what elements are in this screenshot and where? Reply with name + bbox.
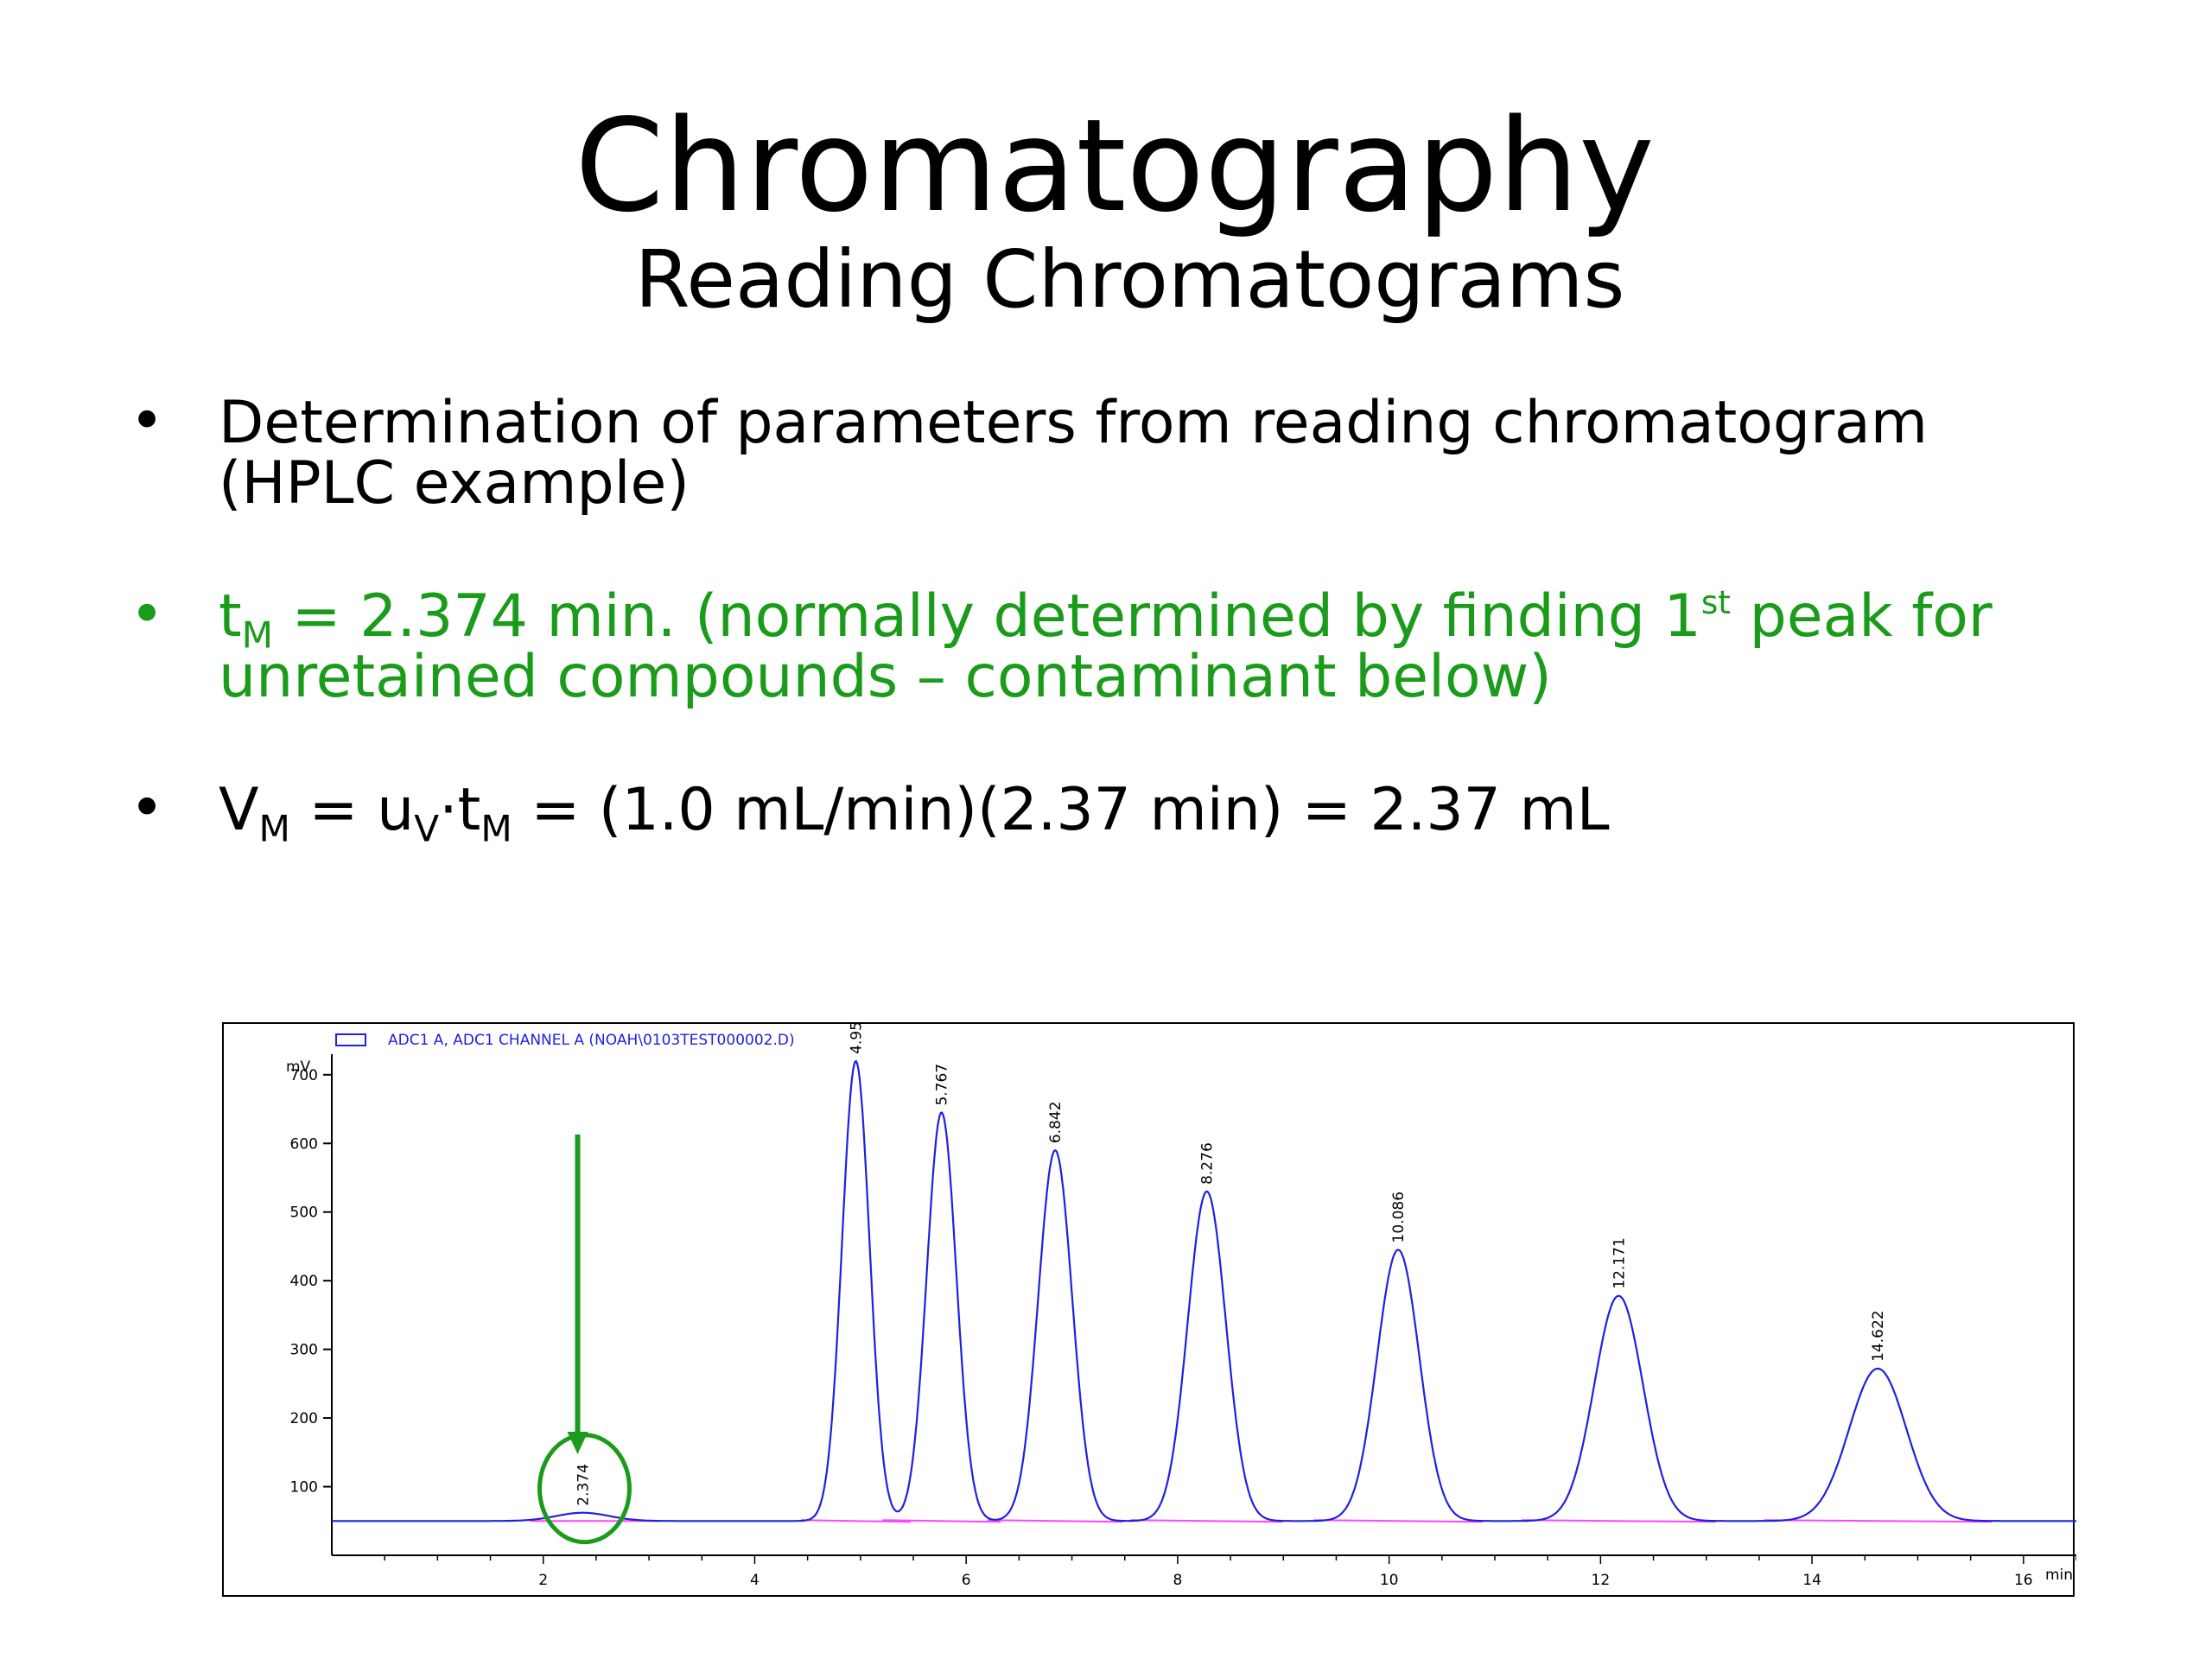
integration-baseline bbox=[1130, 1519, 1283, 1523]
y-tick-label: 100 bbox=[290, 1479, 318, 1497]
integration-baseline bbox=[1521, 1519, 1716, 1523]
integration-baseline bbox=[800, 1519, 912, 1523]
bullet-item: • Determination of parameters from readi… bbox=[130, 387, 2117, 514]
bullet-icon: • bbox=[130, 581, 165, 649]
peak-label: 8.276 bbox=[1199, 1142, 1217, 1185]
bullet-icon: • bbox=[130, 774, 165, 842]
y-tick-label: 500 bbox=[290, 1205, 318, 1222]
integration-baseline bbox=[987, 1519, 1123, 1523]
signal-trace bbox=[332, 1059, 2076, 1522]
x-axis-label: min bbox=[2045, 1567, 2073, 1584]
x-tick-label: 8 bbox=[1173, 1572, 1182, 1589]
bullet-item-dead-time: • tM = 2.374 min. (normally determined b… bbox=[130, 581, 2117, 708]
x-tick-label: 14 bbox=[1802, 1572, 1821, 1589]
integration-baseline bbox=[882, 1519, 1001, 1523]
integration-baseline bbox=[1764, 1519, 1993, 1523]
y-tick-label: 200 bbox=[290, 1410, 318, 1427]
bullet-text: VM = uV·tM = (1.0 mL/min)(2.37 min) = 2.… bbox=[219, 776, 1610, 850]
peak-label: 10.086 bbox=[1390, 1192, 1408, 1243]
x-tick-label: 12 bbox=[1592, 1572, 1611, 1589]
bullet-list: • Determination of parameters from readi… bbox=[130, 387, 2117, 848]
peak-label: 14.622 bbox=[1870, 1310, 1887, 1361]
y-tick-label: 400 bbox=[290, 1273, 318, 1290]
y-tick-label: 700 bbox=[290, 1067, 318, 1084]
peak-label: 6.842 bbox=[1047, 1102, 1065, 1144]
bullet-text: Determination of parameters from reading… bbox=[219, 389, 1928, 518]
x-tick-label: 16 bbox=[2014, 1572, 2033, 1589]
legend-swatch bbox=[335, 1033, 366, 1046]
slide-subtitle: Reading Chromatograms bbox=[634, 233, 1625, 326]
bullet-icon: • bbox=[130, 387, 165, 455]
bullet-text: tM = 2.374 min. (normally determined by … bbox=[219, 582, 1993, 711]
x-tick-label: 6 bbox=[962, 1572, 971, 1589]
legend-label: ADC1 A, ADC1 CHANNEL A (NOAH\0103TEST000… bbox=[388, 1032, 795, 1049]
chromatogram-chart: ADC1 A, ADC1 CHANNEL A (NOAH\0103TEST000… bbox=[222, 1022, 2076, 1597]
peak-label: 12.171 bbox=[1611, 1237, 1628, 1288]
x-tick-label: 10 bbox=[1380, 1572, 1399, 1589]
y-tick-label: 300 bbox=[290, 1342, 318, 1359]
peak-label: 5.767 bbox=[934, 1064, 951, 1106]
chromatogram-svg: ADC1 A, ADC1 CHANNEL A (NOAH\0103TEST000… bbox=[286, 1024, 2076, 1589]
x-tick-label: 4 bbox=[750, 1572, 760, 1589]
peak-label: 2.374 bbox=[575, 1464, 592, 1506]
annotation-circle bbox=[537, 1433, 632, 1545]
slide-title: Chromatography bbox=[575, 92, 1655, 240]
y-tick-label: 600 bbox=[290, 1135, 318, 1153]
peak-label: 4.956 bbox=[848, 1024, 865, 1054]
integration-baseline bbox=[1313, 1519, 1484, 1523]
x-tick-label: 2 bbox=[538, 1572, 548, 1589]
y-axis-label: mV bbox=[286, 1058, 311, 1076]
bullet-item-void-volume: • VM = uV·tM = (1.0 mL/min)(2.37 min) = … bbox=[130, 774, 2117, 848]
